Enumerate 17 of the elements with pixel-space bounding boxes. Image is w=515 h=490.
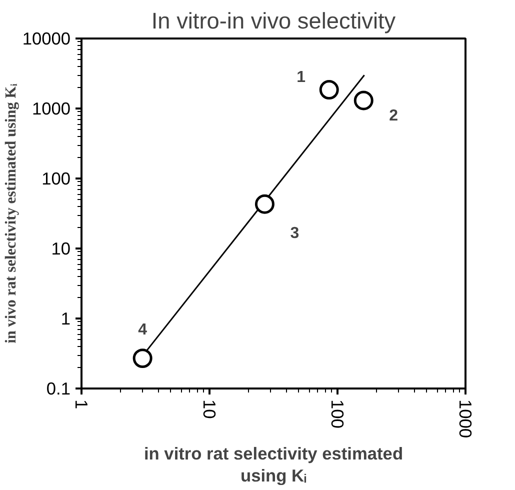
y-tick-label: 10 xyxy=(51,238,71,258)
x-tick-label: 100 xyxy=(328,400,348,428)
annotation: 4 xyxy=(138,321,148,338)
y-tick-label: 1000 xyxy=(32,98,71,118)
y-tick-label: 1 xyxy=(60,308,71,328)
annotation: 1 xyxy=(296,68,306,86)
x-tick-label: 1 xyxy=(72,400,92,410)
y-tick-label: 10000 xyxy=(22,28,70,48)
y-axis-title: in vivo rat selectivity estimated using Kᵢ xyxy=(2,83,20,344)
annotation: 3 xyxy=(290,225,300,242)
y-tick-label: 100 xyxy=(42,168,71,188)
annotation: 2 xyxy=(389,108,398,125)
y-tick-label: 0.1 xyxy=(46,378,71,398)
x-axis-title: in vitro rat selectivity estimated using Kᵢ xyxy=(144,444,404,486)
x-tick-label: 1000 xyxy=(456,400,476,438)
chart-title: In vitro-in vivo selectivity xyxy=(151,8,396,34)
x-tick-label: 10 xyxy=(200,400,220,419)
